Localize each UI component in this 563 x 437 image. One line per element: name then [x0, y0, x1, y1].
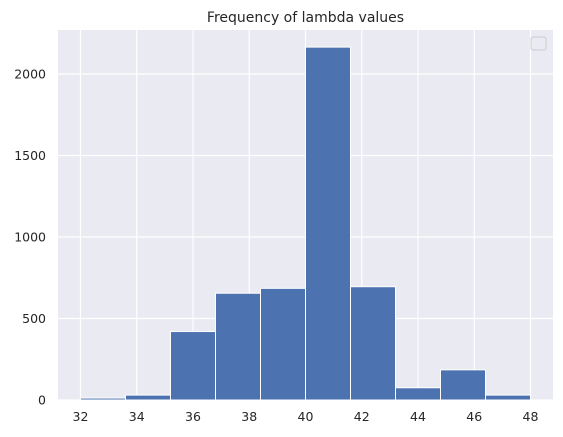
x-tick-label: 38 — [241, 409, 257, 424]
y-tick-label: 1000 — [14, 230, 46, 245]
x-tick-label: 34 — [129, 409, 145, 424]
histogram-bar — [486, 395, 531, 400]
y-tick-label: 0 — [38, 393, 46, 408]
x-tick-label: 48 — [523, 409, 539, 424]
histogram-bar — [261, 288, 306, 400]
histogram-bar — [126, 395, 171, 400]
legend — [531, 37, 546, 50]
x-axis-ticks: 32 34 36 38 40 42 44 46 48 — [73, 409, 539, 424]
x-tick-label: 40 — [298, 409, 314, 424]
histogram-bar — [441, 370, 486, 400]
chart-title: Frequency of lambda values — [207, 10, 404, 26]
y-axis-ticks: 0 500 1000 1500 2000 — [14, 67, 46, 408]
histogram-bar — [396, 388, 441, 400]
histogram-bar — [351, 287, 396, 400]
histogram-bar — [171, 332, 216, 400]
x-tick-label: 46 — [466, 409, 482, 424]
y-tick-label: 500 — [22, 311, 46, 326]
y-tick-label: 2000 — [14, 67, 46, 82]
histogram-bar — [216, 293, 261, 400]
histogram-bar — [81, 398, 126, 400]
x-tick-label: 32 — [73, 409, 89, 424]
x-tick-label: 44 — [410, 409, 426, 424]
x-tick-label: 42 — [354, 409, 370, 424]
y-tick-label: 1500 — [14, 148, 46, 163]
histogram-bar — [306, 47, 351, 400]
x-tick-label: 36 — [185, 409, 201, 424]
